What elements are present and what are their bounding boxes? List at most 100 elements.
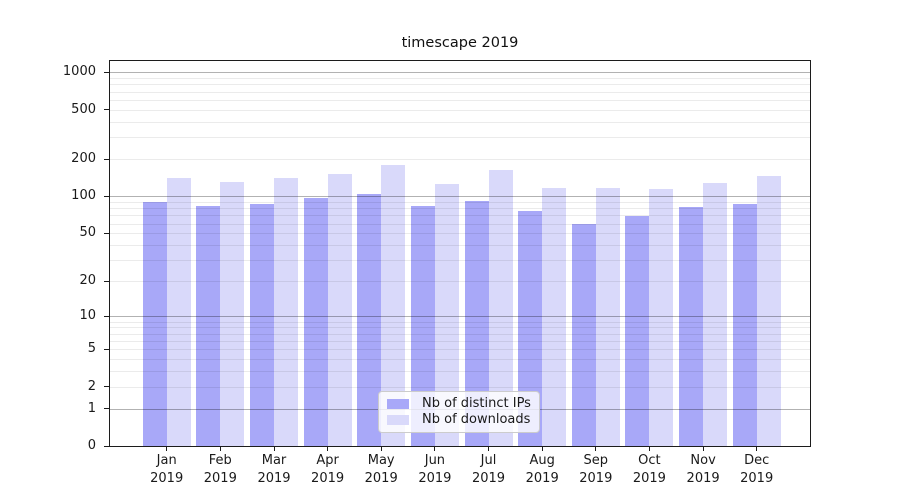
x-tick-mark [702, 446, 704, 451]
minor-gridline [110, 137, 810, 139]
legend-item-downloads: Nb of downloads [387, 413, 531, 427]
x-tick-mark [756, 446, 758, 451]
minor-gridline [110, 260, 810, 262]
minor-gridline [110, 386, 810, 388]
bar-distinct-ips [303, 197, 328, 446]
bar-distinct-ips [679, 207, 704, 446]
x-tick-mark [541, 446, 543, 451]
minor-gridline [110, 358, 810, 360]
x-tick-label: Feb 2019 [203, 453, 237, 486]
y-tick-mark [104, 232, 109, 234]
x-tick-mark [327, 446, 329, 451]
x-tick-label: Jul 2019 [471, 453, 506, 486]
major-gridline [110, 72, 810, 74]
x-tick-label: Mar 2019 [257, 453, 291, 486]
bar-downloads [220, 181, 245, 446]
bar-downloads [327, 174, 352, 446]
y-tick-mark [104, 315, 109, 317]
minor-gridline [110, 233, 810, 235]
y-tick-mark [104, 109, 109, 111]
minor-gridline [110, 78, 810, 79]
minor-gridline [110, 159, 810, 161]
y-tick-mark [104, 386, 109, 388]
y-tick-label: 100 [71, 188, 96, 204]
y-tick-label: 20 [79, 273, 96, 289]
x-tick-mark [166, 446, 168, 451]
minor-gridline [110, 215, 810, 217]
minor-gridline [110, 327, 810, 329]
y-tick-label: 0 [87, 438, 96, 453]
y-tick-mark [104, 280, 109, 282]
minor-gridline [110, 208, 810, 210]
y-tick-mark [104, 71, 109, 73]
x-tick-mark [434, 446, 436, 451]
major-gridline [110, 316, 810, 318]
legend-swatch-distinct-ips [387, 399, 409, 409]
minor-gridline [110, 121, 810, 123]
x-tick-mark [648, 446, 650, 451]
x-tick-label: Apr 2019 [311, 453, 345, 486]
x-tick-label: Sep 2019 [579, 453, 613, 486]
y-tick-label: 500 [71, 101, 96, 117]
y-tick-label: 5 [87, 341, 96, 357]
bar-distinct-ips [571, 223, 596, 446]
bar-distinct-ips [249, 203, 274, 446]
x-tick-mark [273, 446, 275, 451]
minor-gridline [110, 202, 810, 203]
x-tick-label: Oct 2019 [632, 453, 666, 486]
y-tick-label: 1000 [62, 64, 96, 80]
bar-downloads [649, 189, 674, 446]
x-tick-mark [219, 446, 221, 451]
y-tick-label: 1 [87, 400, 96, 416]
bar-downloads [166, 177, 191, 446]
x-tick-label: Dec 2019 [740, 453, 774, 486]
bar-distinct-ips [196, 205, 221, 446]
minor-gridline [110, 109, 810, 111]
bar-downloads [542, 188, 567, 446]
y-tick-label: 2 [87, 378, 96, 394]
gridlines-layer [110, 61, 810, 446]
x-tick-mark [488, 446, 489, 451]
x-tick-label: Jun 2019 [418, 453, 452, 486]
legend-label-distinct-ips: Nb of distinct IPs [422, 396, 531, 411]
major-gridline [110, 196, 810, 198]
chart-title: timescape 2019 [401, 35, 519, 51]
y-tick-mark [104, 158, 109, 160]
legend-label-downloads: Nb of downloads [422, 412, 531, 427]
plot-area [109, 60, 811, 447]
minor-gridline [110, 84, 810, 86]
x-tick-label: Nov 2019 [686, 453, 720, 486]
x-tick-mark [380, 446, 382, 451]
minor-gridline [110, 371, 810, 372]
minor-gridline [110, 281, 810, 283]
bar-downloads [756, 176, 781, 446]
x-tick-mark [595, 446, 597, 451]
bar-distinct-ips [732, 204, 757, 446]
minor-gridline [110, 349, 810, 351]
minor-gridline [110, 333, 810, 335]
y-tick-label: 50 [79, 225, 96, 241]
bar-downloads [703, 183, 728, 446]
minor-gridline [110, 223, 810, 225]
x-tick-label: Jan 2019 [150, 453, 184, 486]
y-tick-label: 200 [71, 151, 96, 167]
legend-swatch-downloads [387, 415, 409, 425]
bar-downloads [595, 188, 620, 446]
minor-gridline [110, 91, 810, 93]
legend: Nb of distinct IPs Nb of downloads [378, 391, 540, 433]
minor-gridline [110, 245, 810, 247]
bar-distinct-ips [142, 202, 167, 446]
bar-downloads [273, 178, 298, 446]
x-tick-label: May 2019 [364, 453, 398, 486]
bar-distinct-ips [625, 216, 650, 446]
legend-item-distinct-ips: Nb of distinct IPs [387, 397, 531, 411]
minor-gridline [110, 99, 810, 101]
minor-gridline [110, 321, 810, 323]
y-tick-mark [104, 195, 109, 197]
y-tick-label: 10 [79, 308, 96, 324]
minor-gridline [110, 340, 810, 342]
x-tick-label: Aug 2019 [525, 453, 559, 486]
bar-distinct-ips [357, 194, 382, 446]
y-tick-mark [104, 445, 109, 447]
